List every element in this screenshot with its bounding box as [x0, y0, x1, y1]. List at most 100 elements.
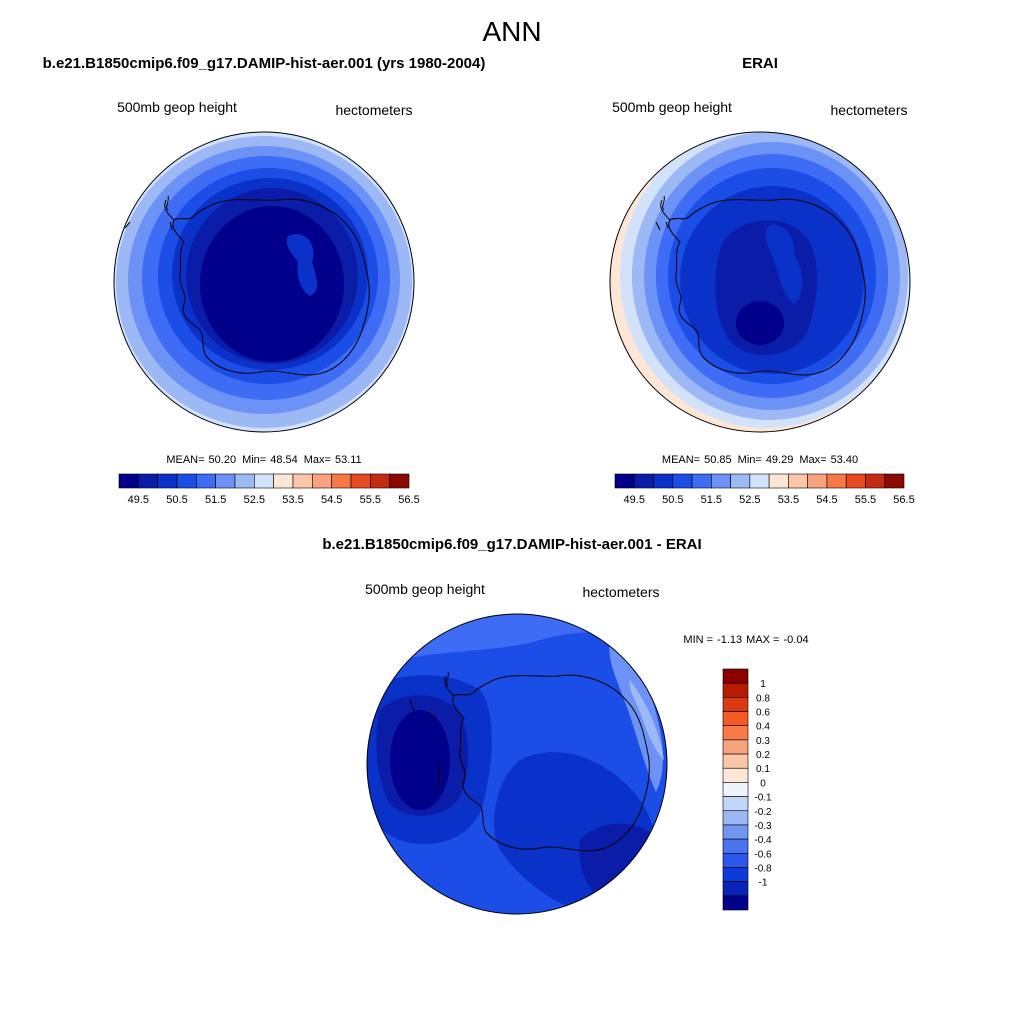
colorbar-right: 49.5 50.5 51.5 52.5 53.5 54.5 55.5 56.5	[614, 473, 915, 506]
colorbar-swatch	[722, 838, 749, 854]
colorbar-swatch	[807, 473, 828, 489]
colorbar-swatch	[722, 753, 749, 769]
colorbar-swatch	[350, 473, 371, 489]
colorbar-tick-label: 53.5	[282, 494, 303, 506]
colorbar-swatch	[312, 473, 332, 489]
colorbar-swatch	[749, 473, 770, 489]
colorbar-tick-label: 54.5	[321, 494, 342, 506]
colorbar-swatch	[722, 895, 749, 911]
colorbar-swatch	[722, 881, 749, 897]
colorbar-tick-label: -0.2	[754, 807, 772, 818]
colorbar-swatch	[614, 473, 635, 489]
colorbar-swatch	[672, 473, 693, 489]
colorbar-swatch	[138, 473, 158, 489]
panel-left-variable: 500mb geop height	[117, 99, 237, 115]
map-right	[610, 132, 910, 432]
colorbar-tick-label: 51.5	[205, 494, 226, 506]
colorbar-swatch	[292, 473, 313, 489]
panel-left-title: b.e21.B1850cmip6.f09_g17.DAMIP-hist-aer.…	[43, 55, 486, 72]
colorbar-swatch	[389, 473, 410, 489]
colorbar-swatch	[711, 473, 731, 489]
panel-right-variable: 500mb geop height	[612, 99, 732, 115]
colorbar-tick-label: 54.5	[816, 494, 837, 506]
colorbar-swatch	[633, 473, 654, 489]
figure-title: ANN	[482, 16, 541, 47]
colorbar-swatch	[788, 473, 808, 489]
panel-left: b.e21.B1850cmip6.f09_g17.DAMIP-hist-aer.…	[43, 55, 486, 506]
colorbar-tick-label: 0	[760, 778, 766, 789]
colorbar-tick-label: 0.1	[756, 764, 770, 775]
colorbar-tick-label: 49.5	[128, 494, 149, 506]
colorbar-swatch	[722, 810, 749, 826]
colorbar-swatch	[653, 473, 674, 489]
colorbar-tick-label: 55.5	[855, 494, 876, 506]
panel-right-title: ERAI	[742, 55, 778, 72]
colorbar-tick-label: 0.2	[756, 750, 770, 761]
colorbar-swatch	[691, 473, 712, 489]
colorbar-swatch	[722, 867, 749, 882]
colorbar-tick-label: -0.3	[754, 821, 772, 832]
colorbar-swatch	[722, 697, 749, 712]
colorbar-swatch	[826, 473, 847, 489]
panel-diff-stats: MIN = -1.13 MAX = -0.04	[683, 634, 808, 646]
colorbar-tick-label: 1	[760, 679, 766, 690]
colorbar-swatch	[196, 473, 216, 489]
panel-diff-title: b.e21.B1850cmip6.f09_g17.DAMIP-hist-aer.…	[322, 536, 701, 553]
colorbar-swatch	[722, 739, 749, 755]
panel-diff-variable: 500mb geop height	[365, 581, 485, 597]
colorbar-tick-label: 56.5	[893, 494, 914, 506]
panel-left-stats: MEAN= 50.20 Min= 48.54 Max= 53.11	[166, 454, 361, 466]
colorbar-swatch	[273, 473, 294, 489]
colorbar-swatch	[730, 473, 751, 489]
colorbar-swatch	[722, 782, 749, 797]
colorbar-swatch	[331, 473, 352, 489]
panel-diff: b.e21.B1850cmip6.f09_g17.DAMIP-hist-aer.…	[322, 536, 809, 915]
panel-right: ERAI 500mb geop height hectometers MEAN=…	[609, 55, 915, 506]
colorbar-swatch	[722, 711, 749, 727]
colorbar-tick-label: 0.6	[756, 708, 770, 719]
colorbar-swatch	[234, 473, 255, 489]
panel-diff-units: hectometers	[582, 584, 659, 600]
colorbar-tick-label: 50.5	[662, 494, 683, 506]
colorbar-swatch	[215, 473, 236, 489]
colorbar-tick-label: 52.5	[739, 494, 760, 506]
map-right-border	[609, 131, 911, 433]
colorbar-tick-label: 0.3	[756, 736, 770, 747]
colorbar-swatch	[884, 473, 905, 489]
colorbar-left: 49.5 50.5 51.5 52.5 53.5 54.5 55.5 56.5	[118, 473, 420, 506]
colorbar-tick-label: 52.5	[244, 494, 265, 506]
colorbar-tick-label: 55.5	[360, 494, 381, 506]
colorbar-tick-label: 49.5	[624, 494, 645, 506]
colorbar-swatch	[722, 824, 749, 840]
map-diff-border	[366, 613, 668, 915]
colorbar-swatch	[722, 767, 749, 783]
colorbar-tick-label: -0.8	[754, 863, 772, 874]
colorbar-swatch	[722, 725, 749, 741]
panel-left-units: hectometers	[335, 102, 412, 118]
colorbar-tick-label: -1	[759, 878, 768, 889]
colorbar-swatch	[370, 473, 390, 489]
colorbar-swatch	[865, 473, 886, 489]
colorbar-tick-label: 0.4	[756, 722, 770, 733]
colorbar-swatch	[176, 473, 197, 489]
panel-right-units: hectometers	[830, 102, 907, 118]
colorbar-swatch	[845, 473, 866, 489]
colorbar-swatch	[722, 796, 749, 812]
colorbar-swatch	[722, 682, 749, 698]
map-diff	[367, 614, 667, 914]
colorbar-swatch	[118, 473, 139, 489]
colorbar-tick-label: -0.6	[754, 849, 772, 860]
map-left-border	[113, 131, 415, 433]
colorbar-tick-label: 50.5	[166, 494, 187, 506]
colorbar-swatch	[157, 473, 178, 489]
colorbar-tick-label: 53.5	[778, 494, 799, 506]
colorbar-tick-label: 56.5	[398, 494, 419, 506]
panel-right-stats: MEAN= 50.85 Min= 49.29 Max= 53.40	[662, 454, 858, 466]
colorbar-tick-label: -0.4	[754, 835, 772, 846]
colorbar-diff: 1 0.8 0.6 0.4 0.3 0.2 0.1 0 -0.1 -0.2 -0.3 -0.4 -0.6…	[722, 668, 772, 911]
colorbar-tick-label: 51.5	[701, 494, 722, 506]
colorbar-swatch	[722, 668, 749, 684]
colorbar-swatch	[722, 852, 749, 868]
colorbar-tick-label: -0.1	[754, 793, 772, 804]
